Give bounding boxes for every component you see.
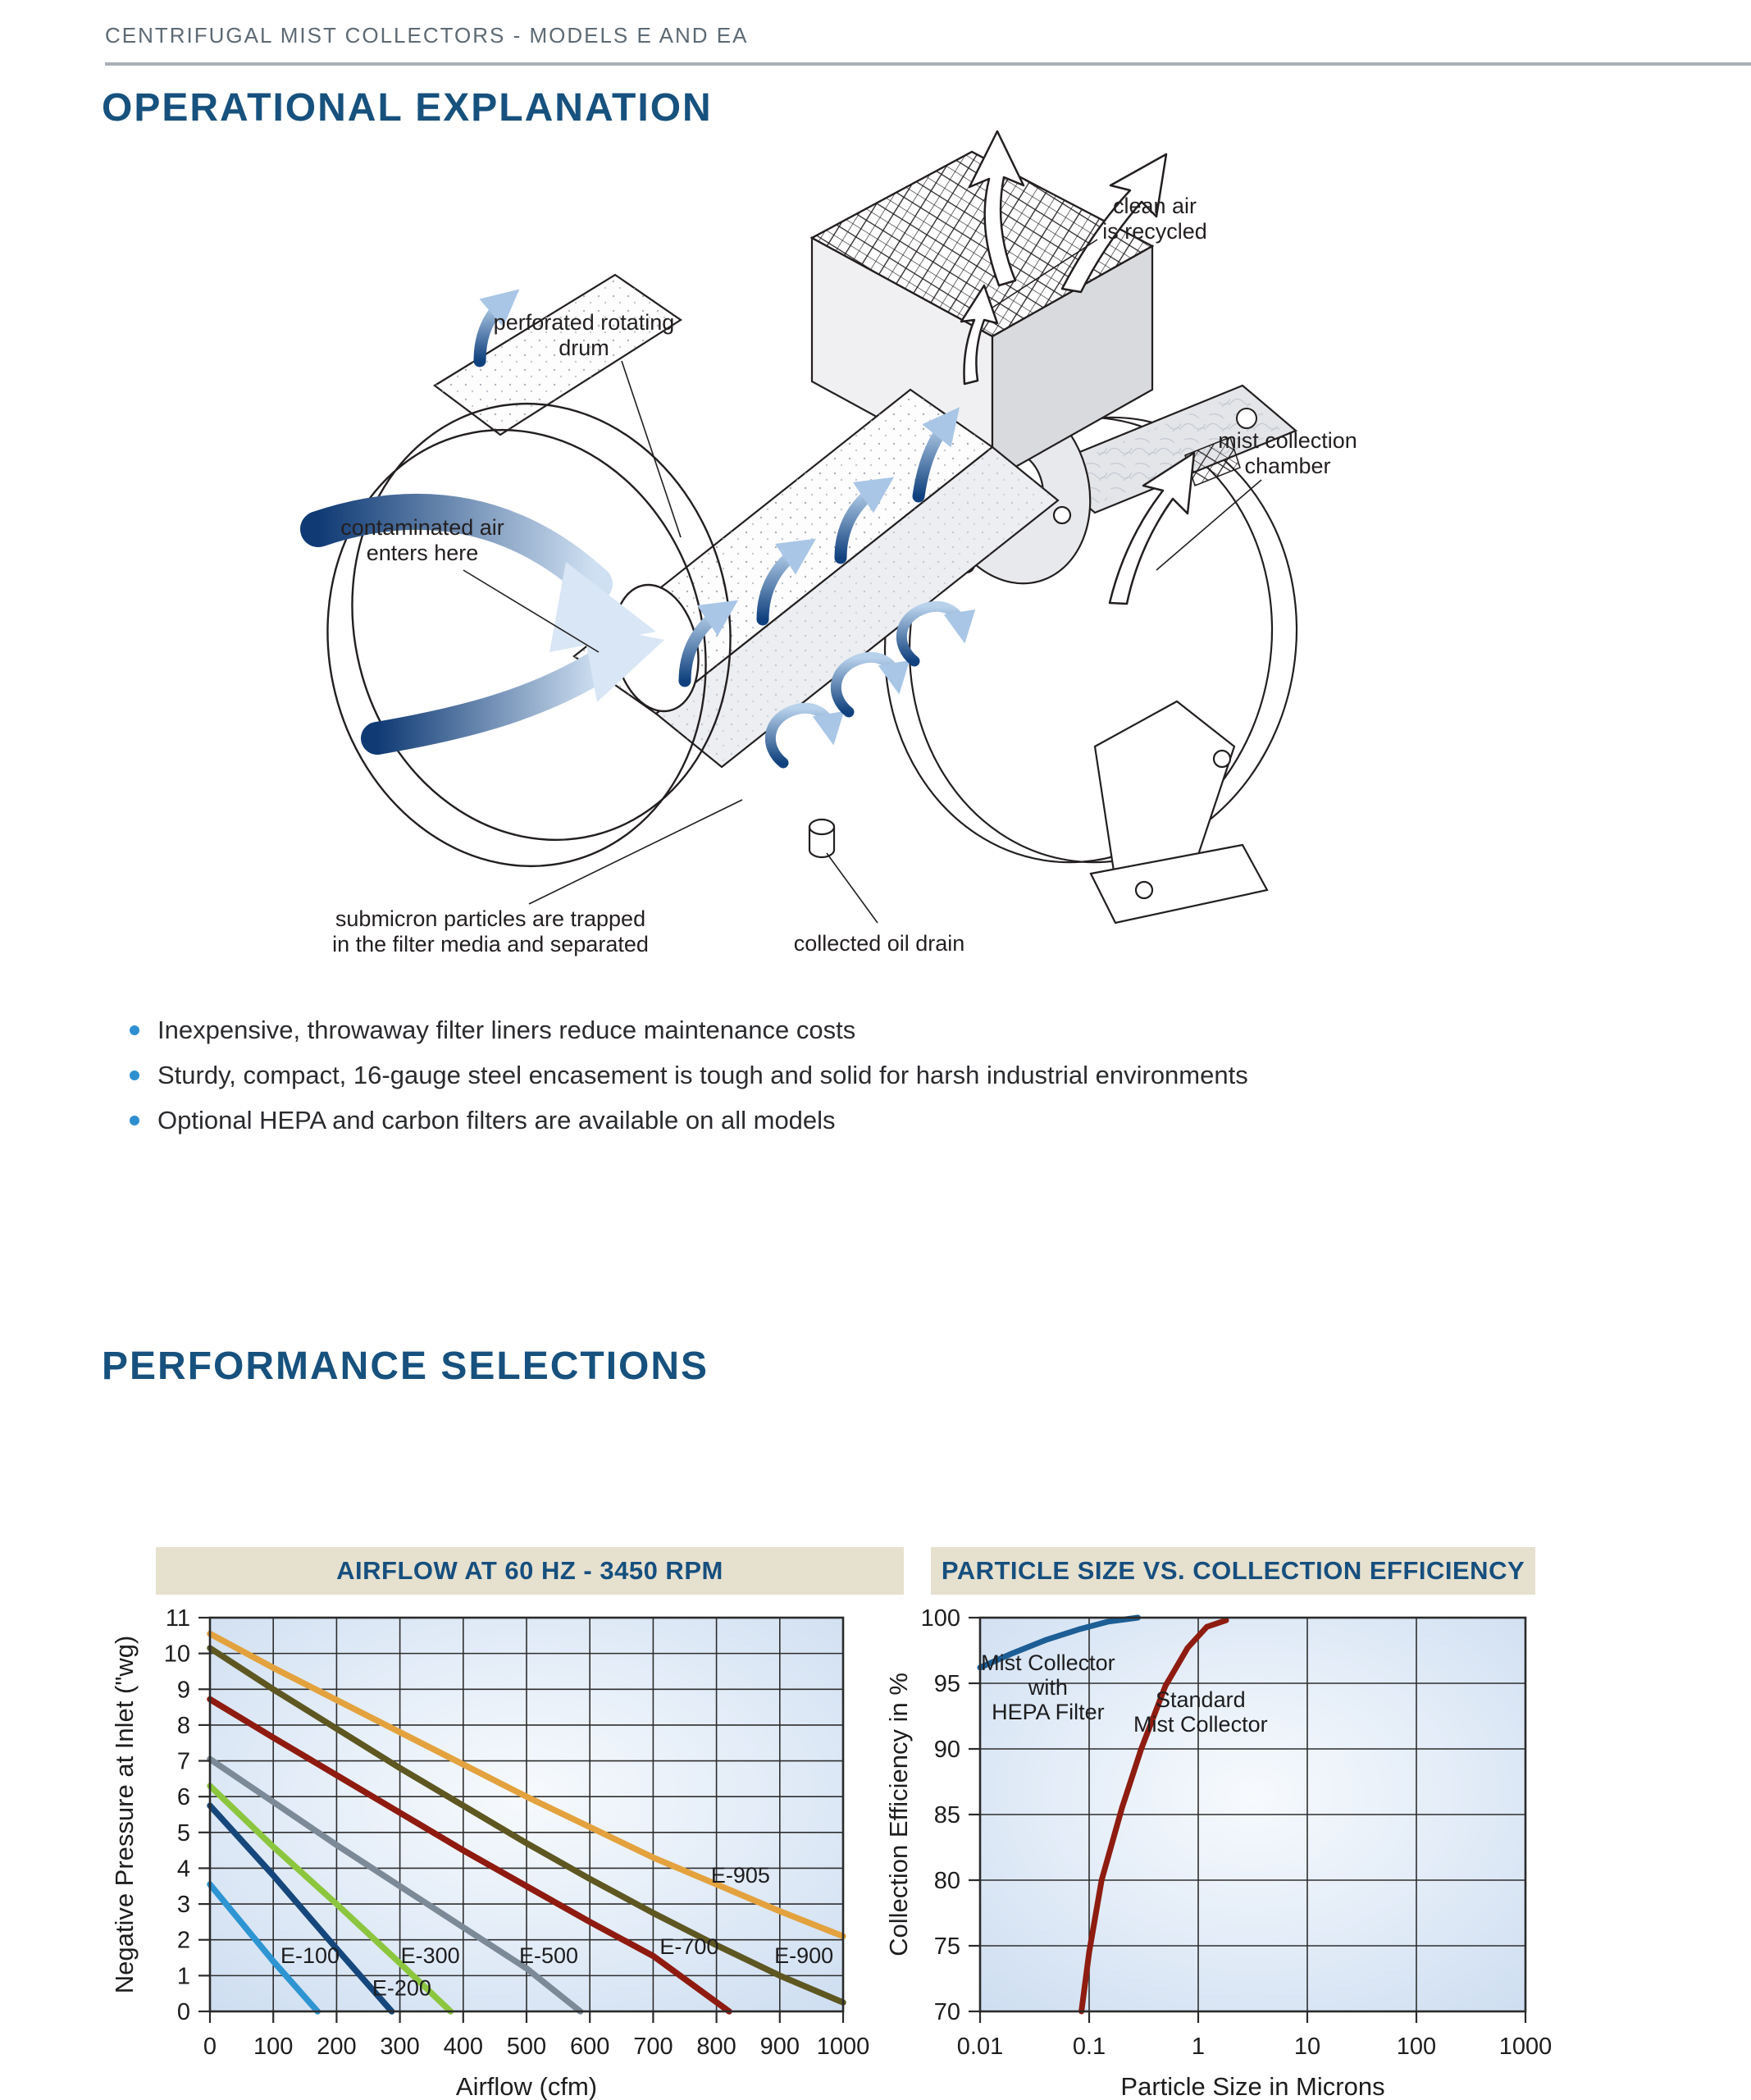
series-label: E-905 xyxy=(711,1863,770,1888)
x-tick-label: 900 xyxy=(760,2034,800,2060)
collection-efficiency-chart: 0.01 0.1 1 10 100 1000 70 75 80 85 90 95 100 Mist Col… xyxy=(886,1605,1553,2100)
feature-bullet-list: Inexpensive, throwaway filter liners red… xyxy=(105,1016,1248,1151)
label-perforated-rotating-drum: perforated rotating drum xyxy=(493,310,675,361)
y-tick-label: 6 xyxy=(177,1784,190,1810)
series-label: E-500 xyxy=(519,1943,578,1968)
x-tick-label: 700 xyxy=(633,2034,673,2060)
oil-drain xyxy=(808,818,836,859)
series-line-e-100 xyxy=(207,1881,321,2015)
y-tick-label: 8 xyxy=(177,1713,190,1739)
series-label: E-300 xyxy=(401,1943,460,1968)
y-tick-label: 2 xyxy=(177,1928,190,1954)
x-tick-label: 100 xyxy=(253,2034,293,2060)
x-tick-label: 500 xyxy=(507,2034,546,2060)
y-axis-title: Collection Efficiency in % xyxy=(886,1673,913,1956)
bullet-dot xyxy=(130,1071,139,1080)
cutaway-illustration xyxy=(300,130,1298,924)
bullet-item: Sturdy, compact, 16-gauge steel encaseme… xyxy=(105,1061,1248,1090)
x-tick-label: 400 xyxy=(444,2034,483,2060)
x-tick-label: 100 xyxy=(1397,2034,1436,2060)
section-title-operational-explanation: OPERATIONAL EXPLANATION xyxy=(102,86,713,130)
upper-duct-segment xyxy=(433,273,682,436)
chamber-updraft-arrow xyxy=(1108,451,1196,605)
series-label: E-100 xyxy=(280,1943,340,1968)
y-tick-label: 85 xyxy=(934,1802,960,1828)
x-tick-label: 1 xyxy=(1192,2034,1205,2060)
airflow-chart-title: AIRFLOW AT 60 HZ - 3450 RPM xyxy=(156,1547,904,1595)
bullet-text: Sturdy, compact, 16-gauge steel encaseme… xyxy=(157,1061,1248,1089)
x-tick-label: 1000 xyxy=(817,2034,870,2060)
efficiency-chart-title: PARTICLE SIZE VS. COLLECTION EFFICIENCY xyxy=(931,1547,1535,1595)
y-tick-label: 0 xyxy=(177,1999,190,2025)
x-tick-label: 300 xyxy=(380,2034,419,2060)
y-tick-label: 100 xyxy=(921,1605,960,1632)
x-tick-label: 0 xyxy=(203,2034,217,2060)
series-label: E-900 xyxy=(774,1943,833,1968)
series-label: E-200 xyxy=(372,1975,431,2000)
x-tick-label: 1000 xyxy=(1499,2034,1553,2060)
series-line-e-500 xyxy=(207,1755,584,2015)
x-tick-label: 200 xyxy=(317,2034,356,2060)
tray-recirculation-arrows xyxy=(765,601,976,769)
bullet-text: Inexpensive, throwaway filter liners red… xyxy=(157,1016,856,1044)
page-eyebrow: CENTRIFUGAL MIST COLLECTORS - MODELS E A… xyxy=(105,23,749,48)
series-label: Mist Collector with HEPA Filter xyxy=(981,1650,1115,1724)
y-tick-label: 11 xyxy=(166,1605,190,1632)
contaminated-air-arrows xyxy=(300,494,664,755)
y-tick-label: 1 xyxy=(177,1963,190,1989)
stand-bracket xyxy=(1089,700,1269,924)
label-leader-lines xyxy=(463,239,1262,924)
y-tick-label: 7 xyxy=(177,1749,190,1775)
label-submicron-particles: submicron particles are trapped in the fi… xyxy=(332,906,649,957)
series-line-e-700 xyxy=(207,1696,732,2015)
series-line-standard-mist-collector xyxy=(1078,1617,1229,2015)
x-tick-label: 0.01 xyxy=(957,2034,1003,2060)
bullet-text: Optional HEPA and carbon filters are ava… xyxy=(157,1106,836,1134)
series-line-e-900 xyxy=(207,1645,846,2006)
x-tick-label: 800 xyxy=(696,2034,736,2060)
tick-marks xyxy=(969,1616,1527,2023)
label-clean-air: clean air is recycled xyxy=(1102,194,1207,244)
x-tick-label: 600 xyxy=(570,2034,609,2060)
bullet-item: Optional HEPA and carbon filters are ava… xyxy=(105,1106,1248,1135)
y-tick-label: 9 xyxy=(177,1677,190,1703)
mist-collector-cutaway-diagram: clean air is recycled perforated rotating… xyxy=(271,115,1357,1017)
label-collected-oil-drain: collected oil drain xyxy=(793,931,965,956)
x-tick-label: 0.1 xyxy=(1073,2034,1106,2060)
bullet-dot xyxy=(130,1116,139,1125)
y-axis-title: Negative Pressure at Inlet ("wg) xyxy=(110,1636,139,1994)
duct-airflow-arrows xyxy=(473,289,960,687)
series-label: E-700 xyxy=(659,1934,718,1959)
label-mist-collection-chamber: mist collection chamber xyxy=(1218,428,1357,479)
y-tick-label: 95 xyxy=(934,1671,960,1697)
series-line-e-300 xyxy=(207,1783,454,2015)
y-tick-label: 5 xyxy=(177,1820,190,1847)
x-axis-title: Particle Size in Microns xyxy=(1120,2072,1384,2100)
label-contaminated-air: contaminated air enters here xyxy=(340,515,504,566)
y-tick-label: 10 xyxy=(164,1641,190,1668)
mist-collection-chamber-tray xyxy=(1039,384,1298,514)
series-label: Standard Mist Collector xyxy=(1133,1687,1268,1737)
header-rule xyxy=(105,62,1751,66)
section-title-performance-selections: PERFORMANCE SELECTIONS xyxy=(102,1344,709,1388)
x-axis-title: Airflow (cfm) xyxy=(456,2072,597,2100)
x-tick-label: 10 xyxy=(1294,2034,1320,2060)
y-tick-label: 4 xyxy=(177,1856,190,1882)
y-tick-label: 80 xyxy=(934,1868,960,1894)
clean-air-arrows xyxy=(960,130,1168,386)
y-tick-label: 3 xyxy=(177,1892,190,1918)
series-line-e-200 xyxy=(207,1802,395,2015)
tick-marks xyxy=(198,1616,845,2023)
bullet-item: Inexpensive, throwaway filter liners red… xyxy=(105,1016,1248,1045)
y-tick-label: 90 xyxy=(934,1737,960,1763)
series-line-mist-collector-with-hepa-filter xyxy=(977,1614,1141,1671)
y-tick-label: 70 xyxy=(934,1999,960,2025)
airflow-performance-chart: 0 100 200 300 400 500 600 700 800 900 1000 0 1 2 3 4 5 6 7… xyxy=(110,1605,870,2100)
bullet-dot xyxy=(130,1025,139,1035)
series-line-e-905 xyxy=(207,1630,846,1940)
y-tick-label: 75 xyxy=(934,1933,960,1960)
